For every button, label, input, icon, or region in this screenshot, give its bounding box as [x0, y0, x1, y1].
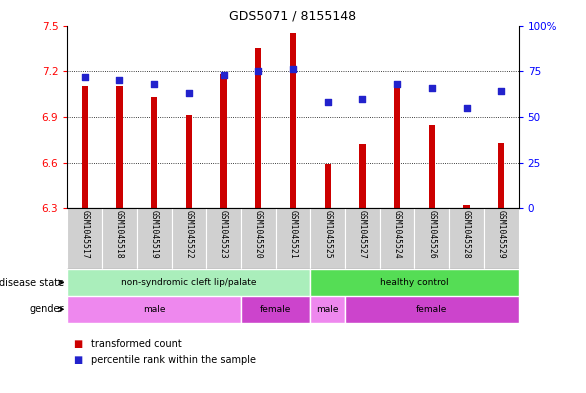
Bar — [325, 164, 331, 208]
Bar — [498, 143, 505, 208]
Text: GSM1045521: GSM1045521 — [288, 210, 298, 259]
Bar — [311, 296, 345, 323]
Title: GDS5071 / 8155148: GDS5071 / 8155148 — [230, 10, 356, 23]
Text: transformed count: transformed count — [91, 339, 182, 349]
Point — [462, 105, 471, 111]
Bar — [311, 208, 345, 269]
Point — [254, 68, 263, 74]
Text: ■: ■ — [73, 355, 83, 365]
Text: GSM1045529: GSM1045529 — [497, 210, 506, 259]
Text: GSM1045528: GSM1045528 — [462, 210, 471, 259]
Bar — [67, 296, 241, 323]
Text: GSM1045523: GSM1045523 — [219, 210, 228, 259]
Point — [393, 81, 402, 87]
Text: GSM1045518: GSM1045518 — [115, 210, 124, 259]
Bar — [67, 208, 102, 269]
Text: non-syndromic cleft lip/palate: non-syndromic cleft lip/palate — [121, 278, 257, 287]
Bar — [241, 208, 275, 269]
Text: GSM1045517: GSM1045517 — [80, 210, 89, 259]
Point — [115, 77, 124, 83]
Bar — [186, 116, 192, 208]
Bar — [117, 86, 122, 208]
Bar — [359, 144, 366, 208]
Bar — [449, 208, 484, 269]
Bar — [345, 296, 519, 323]
Point — [496, 88, 506, 94]
Point — [427, 84, 437, 91]
Bar — [311, 269, 519, 296]
Text: GSM1045527: GSM1045527 — [358, 210, 367, 259]
Bar — [137, 208, 172, 269]
Text: GSM1045519: GSM1045519 — [149, 210, 159, 259]
Bar — [206, 208, 241, 269]
Text: male: male — [316, 305, 339, 314]
Bar — [220, 74, 227, 208]
Bar — [380, 208, 414, 269]
Text: male: male — [143, 305, 165, 314]
Bar — [241, 296, 311, 323]
Point — [323, 99, 332, 105]
Bar — [275, 208, 311, 269]
Text: GSM1045522: GSM1045522 — [185, 210, 193, 259]
Point — [184, 90, 193, 96]
Point — [219, 72, 229, 78]
Bar — [151, 97, 157, 208]
Bar — [414, 208, 449, 269]
Point — [149, 81, 159, 87]
Bar — [67, 269, 311, 296]
Text: ■: ■ — [73, 339, 83, 349]
Bar — [102, 208, 137, 269]
Text: GSM1045525: GSM1045525 — [323, 210, 332, 259]
Bar — [290, 33, 296, 208]
Text: female: female — [260, 305, 291, 314]
Bar — [484, 208, 519, 269]
Bar — [394, 82, 400, 208]
Bar — [345, 208, 380, 269]
Text: female: female — [416, 305, 448, 314]
Bar — [172, 208, 206, 269]
Text: GSM1045520: GSM1045520 — [254, 210, 263, 259]
Text: disease state: disease state — [0, 277, 64, 288]
Bar — [429, 125, 435, 208]
Text: GSM1045524: GSM1045524 — [393, 210, 401, 259]
Text: healthy control: healthy control — [380, 278, 449, 287]
Text: percentile rank within the sample: percentile rank within the sample — [91, 355, 256, 365]
Bar — [255, 48, 261, 208]
Text: gender: gender — [29, 304, 64, 314]
Bar — [464, 205, 469, 208]
Text: GSM1045526: GSM1045526 — [427, 210, 437, 259]
Point — [357, 95, 367, 102]
Bar — [81, 86, 88, 208]
Point — [80, 73, 90, 80]
Point — [288, 66, 298, 73]
